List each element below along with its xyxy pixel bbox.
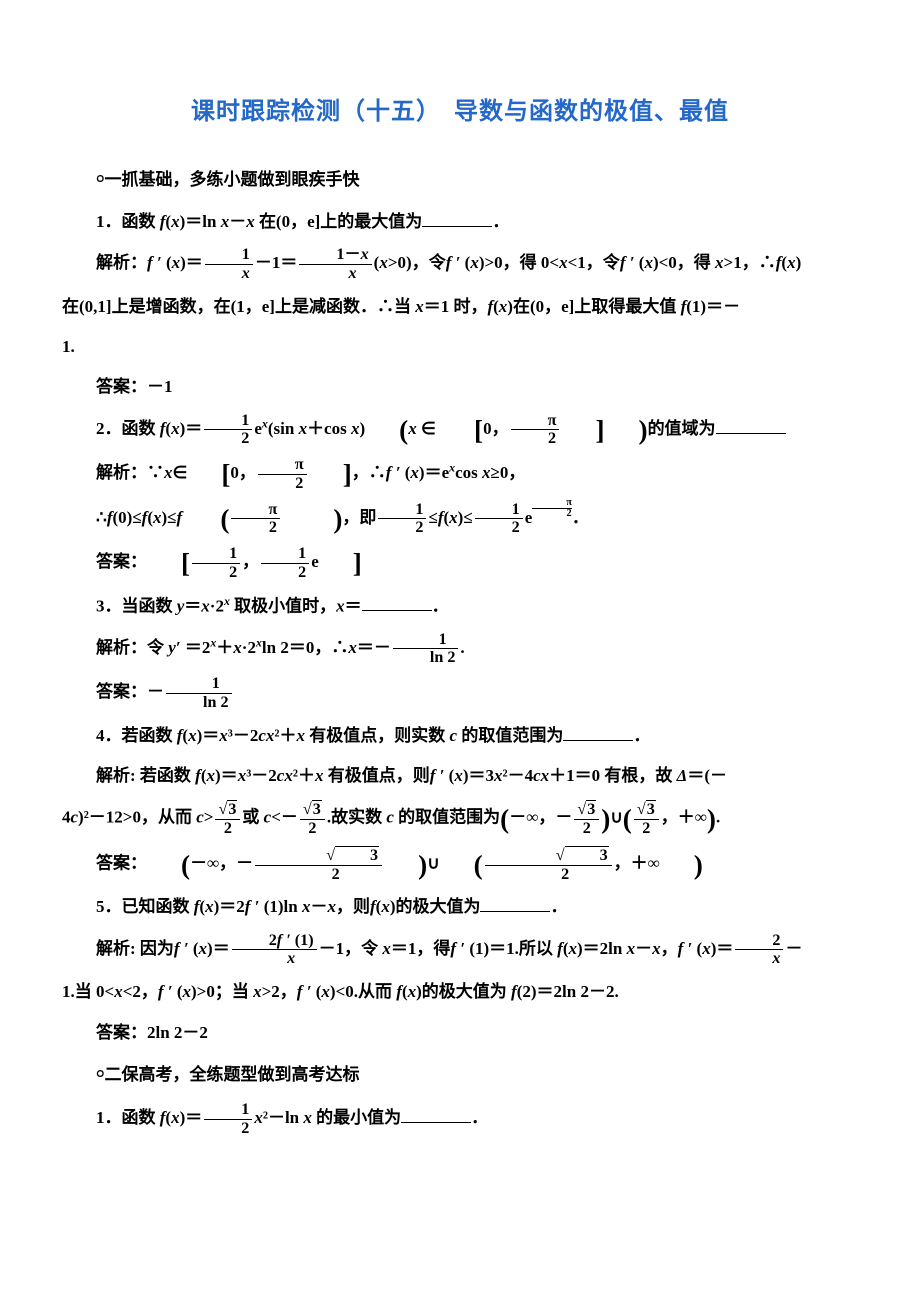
s2-q1-pre: 1．函数: [96, 1108, 156, 1127]
q3-post: 取极小值时，x＝: [234, 596, 362, 615]
q1-solution: 解析：f ′ (x)＝1x－1＝1－xx(x>0)，令f ′ (x)>0，得 0…: [62, 246, 858, 283]
q5-pre: 5．已知函数: [96, 897, 190, 916]
q1-blank: [422, 209, 492, 227]
sol-label: 解析:: [96, 766, 136, 785]
q4-solution: 解析: 若函数 f(x)＝x³－2cx²＋x 有极值点，则f ′ (x)＝3x²…: [62, 760, 858, 792]
q2-solution2: ∴f(0)≤f(x)≤f (π2 )，即12≤f(x)≤12eπ2．: [62, 501, 858, 538]
q3-blank: [362, 593, 432, 611]
q2-stem: 2．函数 f(x)＝12ex(sin x＋cos x)(x ∈ [0，π2])的…: [62, 412, 858, 449]
q2-answer: 答案：[12，12e]: [62, 545, 858, 582]
q5-blank: [480, 894, 550, 912]
ans-label: 答案：: [96, 854, 147, 873]
q4-blank: [563, 723, 633, 741]
q5-answer: 答案：2ln 2－2: [62, 1017, 858, 1049]
sol-label: 解析：: [96, 253, 147, 272]
s2-q1-stem: 1．函数 f(x)＝12x²－ln x 的最小值为．: [62, 1101, 858, 1138]
q5-solution: 解析: 因为f ′ (x)＝2f ′ (1)x－1，令 x＝1，得f ′ (1)…: [62, 932, 858, 969]
sol-label: 解析:: [96, 939, 136, 958]
sol-label: 解析：: [96, 638, 147, 657]
q3-sol-pre: 令: [147, 638, 164, 657]
ans-label: 答案：: [96, 552, 147, 571]
q4-pre: 4．若函数: [96, 726, 173, 745]
q1-solution-cont2: 1.: [62, 331, 858, 363]
q3-answer: 答案：－1ln 2: [62, 675, 858, 712]
q3-pre: 3．当函数: [96, 596, 173, 615]
q2-pre: 2．函数: [96, 419, 156, 438]
q1-pre: 1．函数: [96, 212, 156, 231]
q4-solution-cont: 4c)²－12>0，从而 c>32或 c<－32.故实数 c 的取值范围为(－∞…: [62, 800, 858, 838]
q5-stem: 5．已知函数 f(x)＝2f ′ (1)ln x－x，则f(x)的极大值为．: [62, 891, 858, 923]
q2-post: 的值域为: [648, 419, 716, 438]
q4-answer: 答案：(－∞，－32)∪(32，＋∞): [62, 846, 858, 884]
s2-q1-blank: [401, 1105, 471, 1123]
q4-stem: 4．若函数 f(x)＝x³－2cx²＋x 有极值点，则实数 c 的取值范围为．: [62, 720, 858, 752]
q3-stem: 3．当函数 y＝x·2x 取极小值时，x＝．: [62, 590, 858, 623]
page-title: 课时跟踪检测（十五） 导数与函数的极值、最值: [62, 90, 858, 136]
q5-solution-cont: 1.当 0<x<2，f ′ (x)>0；当 x>2，f ′ (x)<0.从而 f…: [62, 976, 858, 1008]
q1-solution-cont: 在(0,1]上是增函数，在(1，e]上是减函数．∴当 x＝1 时，f(x)在(0…: [62, 291, 858, 323]
s2-q1-post: 的最小值为: [316, 1108, 401, 1127]
ans-label: 答案：: [96, 1023, 147, 1042]
section1-head: ￮一抓基础，多练小题做到眼疾手快: [62, 164, 858, 196]
q5-mid: ，则: [336, 897, 370, 916]
q1-ans-val: －1: [147, 377, 173, 396]
q5-post: 的极大值为: [395, 897, 480, 916]
q3-solution: 解析：令 y′ ＝2x＋x·2xln 2＝0，∴x＝－1ln 2.: [62, 631, 858, 668]
q1-stem: 1．函数 f(x)＝ln x－x 在(0，e]上的最大值为．: [62, 206, 858, 238]
sol-label: 解析：: [96, 463, 147, 482]
q2-blank: [716, 416, 786, 434]
q4-post: 有极值点，则实数 c 的取值范围为: [309, 726, 563, 745]
q1-answer: 答案：－1: [62, 371, 858, 403]
q5-ans-val: 2ln 2－2: [147, 1023, 208, 1042]
ans-label: 答案：: [96, 377, 147, 396]
q1-post: 在(0，e]上的最大值为: [259, 212, 422, 231]
ans-label: 答案：: [96, 682, 147, 701]
section2-head: ￮二保高考，全练题型做到高考达标: [62, 1059, 858, 1091]
q2-solution: 解析：∵x∈[0，π2]，∴f ′ (x)＝excos x≥0，: [62, 456, 858, 493]
